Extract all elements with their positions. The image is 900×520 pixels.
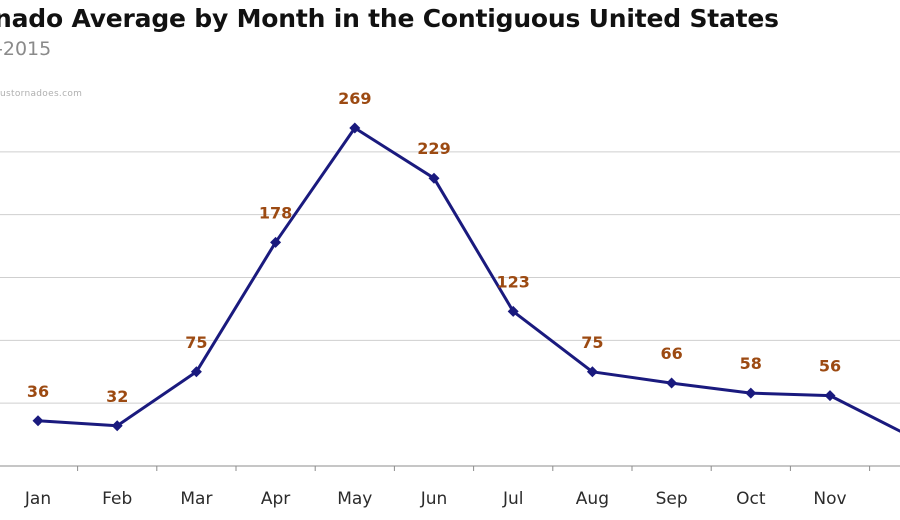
series-line <box>37 126 900 433</box>
x-tick-label-oct: Oct <box>736 489 766 509</box>
chart-subtitle: -2015 <box>0 38 52 60</box>
x-tick-label-feb: Feb <box>102 489 132 509</box>
x-tick-label-jul: Jul <box>502 489 524 509</box>
data-point-apr <box>270 236 282 248</box>
data-label-mar: 75 <box>185 333 207 352</box>
data-point-mar <box>190 366 202 378</box>
x-tick-label-nov: Nov <box>813 489 846 509</box>
data-point-jan <box>32 415 44 427</box>
data-label-apr: 178 <box>259 203 292 222</box>
data-point-jul <box>507 305 519 317</box>
data-label-feb: 32 <box>106 387 128 406</box>
data-label-jan: 36 <box>27 382 49 401</box>
data-label-sep: 66 <box>660 344 682 363</box>
data-point-feb <box>111 420 123 432</box>
watermark: ustornadoes.com <box>0 89 83 99</box>
data-point-oct <box>745 387 757 399</box>
data-label-jun: 229 <box>417 139 450 158</box>
x-tick-label-mar: Mar <box>180 489 212 509</box>
data-point-nov <box>824 390 836 402</box>
x-tick-label-jun: Jun <box>420 489 448 509</box>
data-point-may <box>349 122 361 134</box>
x-tick-label-sep: Sep <box>656 489 688 509</box>
data-point-jun <box>428 172 440 184</box>
x-tick-label-apr: Apr <box>261 489 290 509</box>
data-label-aug: 75 <box>581 333 603 352</box>
x-tick-label-jan: Jan <box>24 489 51 509</box>
data-point-sep <box>666 377 678 389</box>
data-label-oct: 58 <box>740 354 762 373</box>
x-tick-label-aug: Aug <box>576 489 609 509</box>
data-label-nov: 56 <box>819 357 841 376</box>
data-label-may: 269 <box>338 89 371 108</box>
x-tick-label-may: May <box>337 489 372 509</box>
data-point-aug <box>586 366 598 378</box>
chart-title: nado Average by Month in the Contiguous … <box>0 4 779 33</box>
data-label-jul: 123 <box>496 272 529 291</box>
